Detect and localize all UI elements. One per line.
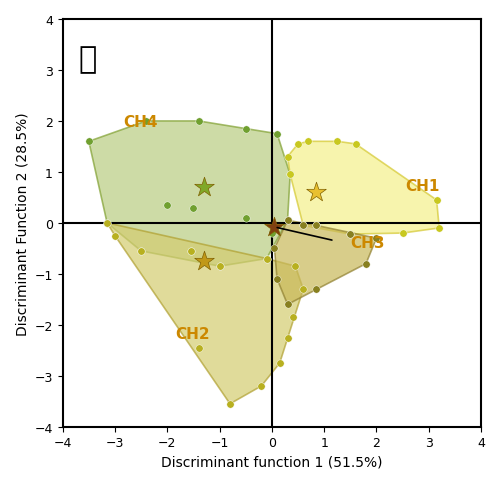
Text: 🐐: 🐐	[78, 45, 96, 75]
Point	[312, 222, 320, 230]
Point	[299, 222, 307, 230]
Point	[292, 263, 300, 271]
Point	[103, 220, 111, 227]
Point	[137, 247, 145, 255]
Point	[276, 360, 283, 367]
Text: CH2: CH2	[175, 326, 210, 341]
Point	[190, 204, 198, 212]
Y-axis label: Discriminant Function 2 (28.5%): Discriminant Function 2 (28.5%)	[15, 112, 29, 335]
Point	[435, 225, 443, 232]
Point	[200, 257, 208, 265]
Point	[268, 230, 276, 238]
Point	[398, 230, 406, 238]
Point	[432, 197, 440, 204]
Text: CH1: CH1	[405, 179, 440, 193]
Point	[242, 125, 250, 133]
Point	[164, 202, 172, 210]
Point	[273, 275, 281, 283]
Point	[286, 171, 294, 179]
Point	[137, 247, 145, 255]
Point	[103, 220, 111, 227]
Point	[270, 245, 278, 253]
Point	[286, 171, 294, 179]
X-axis label: Discriminant function 1 (51.5%): Discriminant function 1 (51.5%)	[161, 455, 382, 469]
Point	[284, 153, 292, 161]
Point	[289, 314, 297, 321]
Point	[284, 217, 292, 225]
Polygon shape	[274, 221, 376, 305]
Point	[273, 131, 281, 138]
Point	[284, 301, 292, 309]
Point	[352, 141, 360, 149]
Text: CH4: CH4	[123, 115, 158, 130]
Point	[299, 222, 307, 230]
Point	[312, 286, 320, 293]
Point	[304, 138, 312, 146]
Point	[284, 217, 292, 225]
Point	[194, 344, 202, 352]
Point	[187, 247, 195, 255]
Point	[258, 382, 266, 390]
Point	[200, 184, 208, 192]
Polygon shape	[288, 142, 439, 235]
Point	[262, 255, 270, 263]
Polygon shape	[89, 121, 290, 267]
Point	[312, 189, 320, 197]
Point	[346, 231, 354, 239]
Point	[111, 232, 119, 240]
Point	[294, 141, 302, 149]
Point	[142, 118, 150, 125]
Point	[333, 138, 341, 146]
Point	[226, 400, 234, 408]
Point	[216, 263, 224, 271]
Point	[312, 222, 320, 230]
Point	[85, 138, 93, 146]
Point	[242, 214, 250, 222]
Point	[270, 224, 278, 231]
Text: CH3: CH3	[350, 236, 385, 251]
Point	[372, 235, 380, 242]
Point	[346, 231, 354, 239]
Point	[194, 118, 202, 125]
Polygon shape	[107, 224, 303, 404]
Point	[299, 286, 307, 293]
Point	[216, 263, 224, 271]
Point	[262, 255, 270, 263]
Point	[187, 247, 195, 255]
Point	[362, 260, 370, 268]
Point	[284, 334, 292, 342]
